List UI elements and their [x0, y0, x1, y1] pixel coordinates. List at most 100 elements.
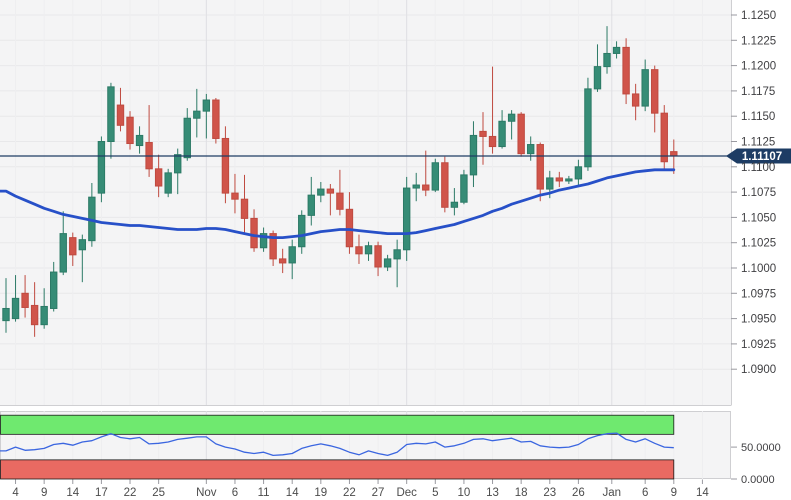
candlestick[interactable]: [498, 120, 506, 148]
candlestick[interactable]: [231, 192, 239, 200]
candlestick[interactable]: [469, 134, 478, 176]
candlestick[interactable]: [2, 307, 10, 322]
price-axis-label: 1.1250: [741, 10, 776, 22]
candlestick[interactable]: [193, 110, 201, 119]
date-axis-label: 14: [286, 487, 299, 499]
candlestick[interactable]: [126, 116, 134, 145]
candlestick[interactable]: [555, 177, 564, 182]
candlestick[interactable]: [631, 93, 640, 107]
price-axis-label: 1.1175: [741, 86, 775, 98]
oversold-band: [0, 459, 675, 480]
candlestick[interactable]: [164, 172, 172, 194]
candlestick[interactable]: [593, 66, 602, 90]
candlestick[interactable]: [30, 304, 39, 326]
candlestick[interactable]: [174, 154, 182, 174]
candlestick[interactable]: [59, 233, 67, 273]
candlestick[interactable]: [402, 187, 411, 251]
candlestick[interactable]: [574, 166, 583, 180]
candlestick[interactable]: [622, 46, 630, 95]
candlestick[interactable]: [40, 305, 48, 326]
date-axis-label: 6: [232, 487, 238, 499]
price-axis-label: 1.1050: [741, 212, 776, 224]
candlestick[interactable]: [536, 144, 544, 190]
candlestick[interactable]: [603, 52, 611, 68]
candlestick[interactable]: [11, 297, 20, 320]
candlestick[interactable]: [288, 246, 296, 264]
candlestick[interactable]: [670, 151, 678, 157]
candlestick[interactable]: [135, 134, 144, 147]
price-axis-label: 1.1100: [741, 162, 775, 174]
candlestick[interactable]: [107, 86, 115, 142]
candlestick[interactable]: [278, 258, 287, 264]
candlestick[interactable]: [221, 137, 230, 194]
date-axis-label: 17: [95, 487, 108, 499]
candlestick[interactable]: [116, 104, 125, 126]
candlestick[interactable]: [441, 162, 449, 208]
candlestick[interactable]: [383, 258, 392, 268]
candlestick[interactable]: [240, 198, 249, 219]
candlestick[interactable]: [69, 237, 77, 256]
candlestick[interactable]: [326, 188, 335, 194]
candlestick[interactable]: [154, 168, 163, 187]
date-axis-label: 19: [314, 487, 327, 499]
indicator-axis-label: 50.0000: [741, 442, 781, 454]
candlestick[interactable]: [479, 130, 487, 137]
candlestick[interactable]: [336, 192, 344, 210]
date-axis-label: 14: [66, 487, 79, 499]
last-price-badge: [726, 148, 791, 164]
candlestick[interactable]: [298, 214, 306, 248]
candlestick[interactable]: [584, 88, 592, 168]
candlestick[interactable]: [431, 162, 440, 191]
candlestick[interactable]: [507, 113, 516, 122]
candlestick[interactable]: [527, 144, 535, 155]
price-pane[interactable]: [0, 0, 731, 406]
candlestick[interactable]: [21, 292, 29, 308]
price-axis-label: 1.0950: [741, 314, 776, 326]
price-axis-label: 1.1225: [741, 35, 776, 47]
candlestick[interactable]: [97, 141, 106, 194]
price-axis-label: 1.1000: [741, 263, 776, 275]
candlestick[interactable]: [50, 271, 58, 309]
date-axis-label: 13: [486, 487, 499, 499]
candlestick[interactable]: [202, 99, 211, 112]
candlestick[interactable]: [488, 135, 497, 148]
date-axis-label: 27: [372, 487, 385, 499]
candlestick[interactable]: [250, 217, 258, 249]
candlestick[interactable]: [546, 177, 554, 190]
candlestick[interactable]: [612, 46, 621, 54]
candlestick[interactable]: [460, 174, 468, 203]
candlestick[interactable]: [422, 184, 430, 191]
date-axis-label: 25: [152, 487, 165, 499]
price-axis-label: 1.0975: [741, 288, 776, 300]
candlestick[interactable]: [374, 245, 382, 268]
candlestick[interactable]: [183, 117, 191, 159]
date-axis-label: 18: [515, 487, 528, 499]
candlestick[interactable]: [317, 188, 325, 196]
candlestick[interactable]: [259, 233, 268, 249]
candlestick[interactable]: [269, 233, 277, 260]
candlestick[interactable]: [412, 184, 420, 189]
candlestick[interactable]: [393, 249, 401, 260]
date-axis-label: 9: [671, 487, 677, 499]
date-axis-label: 22: [124, 487, 137, 499]
candlestick[interactable]: [641, 69, 649, 107]
candlestick[interactable]: [78, 239, 87, 251]
candlestick[interactable]: [355, 246, 363, 255]
overbought-band: [0, 414, 675, 435]
candlestick[interactable]: [450, 201, 459, 208]
price-axis-label: 1.1200: [741, 61, 776, 73]
candlestick[interactable]: [651, 69, 659, 114]
candlestick[interactable]: [565, 178, 573, 182]
candlestick[interactable]: [517, 113, 525, 155]
indicator-line: [0, 432, 674, 457]
candlestick[interactable]: [307, 194, 315, 216]
indicator-axis-label: 0.0000: [741, 474, 775, 486]
price-axis-label: 1.0925: [741, 339, 776, 351]
candlestick[interactable]: [345, 208, 354, 248]
candlestick[interactable]: [660, 112, 668, 163]
candlestick[interactable]: [212, 99, 220, 139]
date-axis-label: 5: [432, 487, 438, 499]
candlestick[interactable]: [364, 245, 373, 255]
